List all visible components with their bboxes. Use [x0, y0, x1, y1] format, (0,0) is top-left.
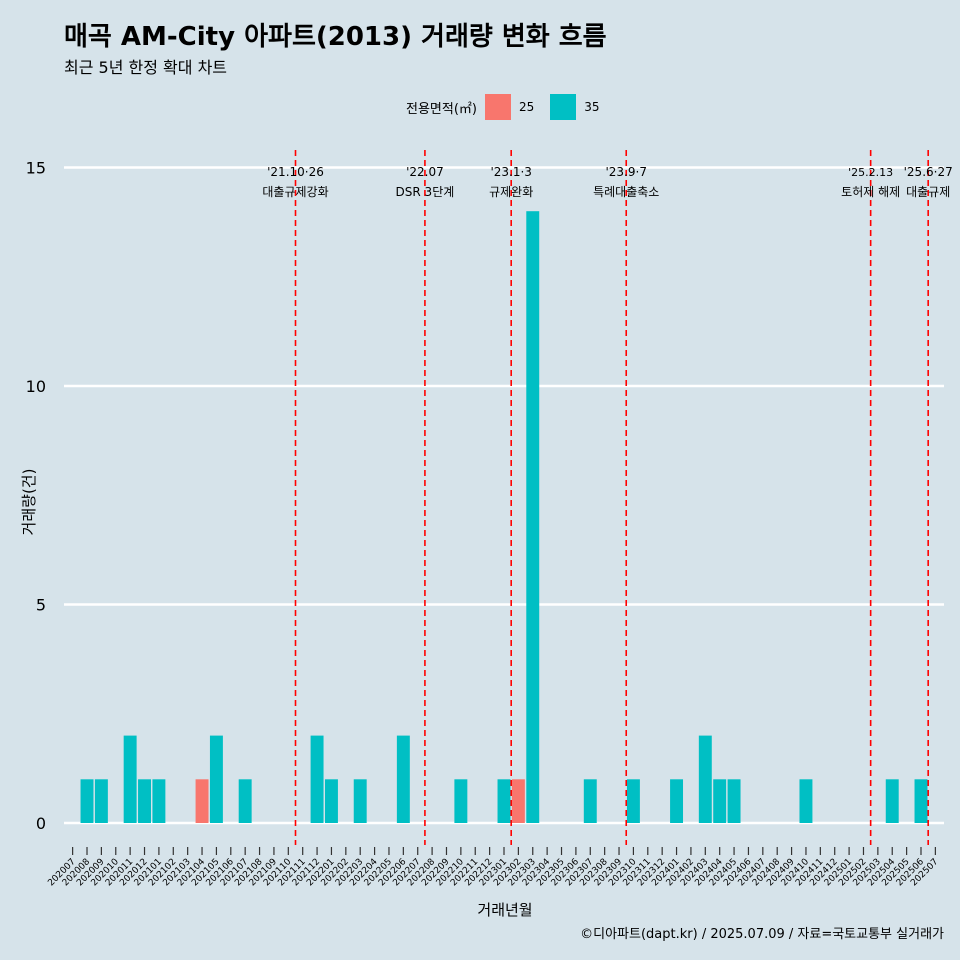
- bar-35-202403: [698, 735, 712, 823]
- legend-label-25: 25: [518, 100, 535, 114]
- event-label: 토허제 해제: [841, 185, 900, 199]
- bar-35-202206: [396, 735, 410, 823]
- bar-35-202210: [454, 779, 468, 823]
- legend-label-35: 35: [584, 100, 600, 114]
- event-date: '21.10·26: [267, 165, 324, 179]
- event-label: 특례대출축소: [593, 185, 659, 199]
- y-tick-label: 0: [36, 814, 46, 833]
- bar-35-202101: [152, 779, 166, 823]
- gridlines: [64, 166, 944, 825]
- bar-35-202506: [914, 779, 928, 823]
- legend: 전용면적(㎡) 25 35: [406, 93, 616, 121]
- bar-35-202105: [209, 735, 223, 823]
- x-axis-label: 거래년월: [477, 901, 532, 919]
- bar-35-202504: [885, 779, 899, 823]
- event-label: 대출규제강화: [262, 185, 328, 199]
- bar-35-202401: [670, 779, 684, 823]
- source-caption: ©디아파트(dapt.kr) / 2025.07.09 / 자료=국토교통부 실…: [580, 927, 944, 942]
- bar-35-202301: [497, 779, 511, 823]
- bar-35-202112: [310, 735, 324, 823]
- legend-swatch-35: [550, 94, 577, 120]
- y-tick-label: 15: [26, 159, 46, 178]
- bar-25-202302: [511, 779, 525, 823]
- bar-35-202011: [123, 735, 137, 823]
- y-tick-label: 5: [36, 596, 46, 615]
- event-label: 대출규제: [906, 185, 950, 199]
- legend-swatch-25: [484, 94, 511, 120]
- y-tick-label: 10: [26, 377, 46, 396]
- bar-35-202410: [799, 779, 813, 823]
- bar-25-202104: [195, 779, 209, 823]
- event-label: DSR 3단계: [396, 185, 455, 199]
- annotations: '21.10·26 대출규제강화 '22.07 DSR 3단계 '23.1·3 규제완화 '…: [262, 150, 953, 845]
- bar-35-202310: [626, 779, 640, 823]
- event-date: '25.2.13: [848, 166, 893, 179]
- event-date: '23.9·7: [605, 165, 646, 179]
- event-date: '25.6·27: [904, 165, 953, 179]
- bar-35-202012: [138, 779, 151, 823]
- chart-subtitle: 최근 5년 한정 확대 차트: [64, 58, 228, 77]
- bar-35-202201: [324, 779, 338, 823]
- bars: [80, 211, 928, 823]
- chart-title: 매곡 AM-City 아파트(2013) 거래량 변화 흐름: [64, 22, 607, 52]
- y-axis-label: 거래량(건): [20, 469, 38, 536]
- bar-35-202405: [727, 779, 741, 823]
- y-tick-labels: 0 5 10 15: [26, 159, 46, 834]
- bar-35-202009: [94, 779, 108, 823]
- event-date: '23.1·3: [490, 165, 531, 179]
- bar-35-202404: [713, 779, 727, 823]
- legend-title: 전용면적(㎡): [406, 101, 477, 117]
- bar-35-202307: [583, 779, 597, 823]
- x-axis: 2020072020082020092020102020112020122021…: [46, 847, 940, 888]
- bar-35-202203: [353, 779, 367, 823]
- event-date: '22.07: [406, 165, 444, 179]
- bar-35-202008: [80, 779, 94, 823]
- bar-35-202303: [526, 211, 540, 823]
- bar-35-202107: [238, 779, 252, 823]
- event-label: 규제완화: [489, 185, 533, 199]
